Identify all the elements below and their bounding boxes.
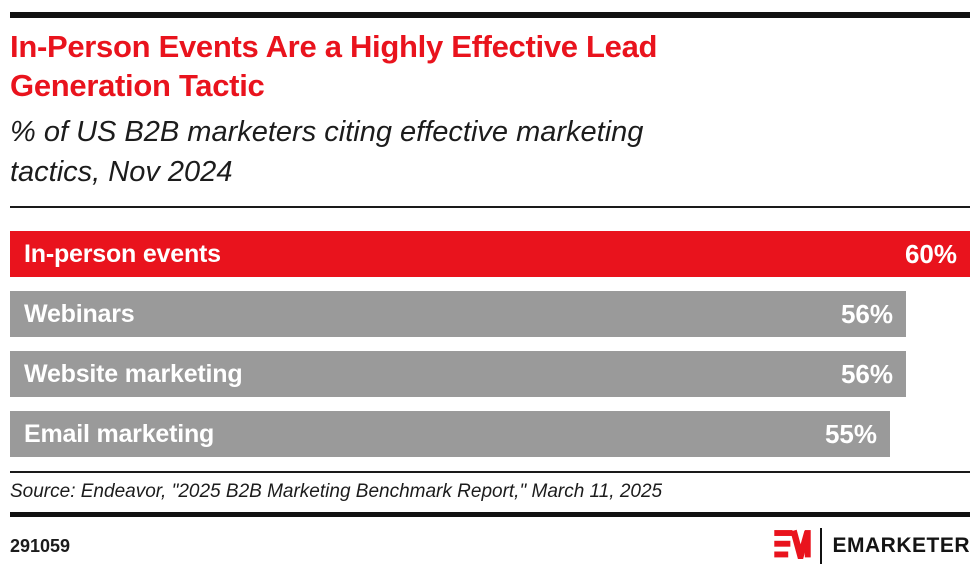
brand-lockup: EMARKETER <box>774 528 970 568</box>
chart-id: 291059 <box>10 535 71 556</box>
bar: Website marketing 56% <box>10 351 906 398</box>
bar-value-label: 56% <box>840 358 893 389</box>
brand-name: EMARKETER <box>832 534 970 558</box>
bar: Email marketing 55% <box>10 411 890 458</box>
bar-row: Website marketing 56% <box>10 351 970 398</box>
chart-subtitle-line2: tactics, Nov 2024 <box>10 156 233 189</box>
bar-label: In-person events <box>24 239 221 268</box>
bar-chart: In-person events 60% Webinars 56% Website ma… <box>10 231 970 458</box>
bar-label: Webinars <box>24 299 135 328</box>
page-title: In-Person Events Are a Highly Effective … <box>10 27 970 105</box>
emarketer-logo-icon <box>774 529 812 568</box>
chart-subtitle: % of US B2B marketers citing effective m… <box>10 112 970 192</box>
source-note: Source: Endeavor, "2025 B2B Marketing Be… <box>10 481 663 503</box>
header-divider <box>10 206 970 209</box>
bar-value-label: 55% <box>824 418 877 449</box>
bar: In-person events 60% <box>10 231 970 278</box>
bar-value-label: 56% <box>840 298 893 329</box>
bar-label: Email marketing <box>24 419 215 448</box>
page-title-line1: In-Person Events Are a Highly Effective … <box>10 29 658 64</box>
chart-divider <box>10 471 970 474</box>
page-title-line2: Generation Tactic <box>10 68 265 104</box>
top-rule <box>10 12 970 18</box>
bar-row: In-person events 60% <box>10 231 970 278</box>
bar: Webinars 56% <box>10 291 906 338</box>
footer: 291059 EMARKETER <box>10 528 970 568</box>
brand-divider <box>820 528 823 565</box>
bar-value-label: 60% <box>904 238 957 269</box>
bar-row: Webinars 56% <box>10 291 970 338</box>
bar-row: Email marketing 55% <box>10 411 970 458</box>
footer-rule <box>10 512 970 518</box>
bar-label: Website marketing <box>24 359 243 388</box>
chart-subtitle-line1: % of US B2B marketers citing effective m… <box>10 116 644 149</box>
